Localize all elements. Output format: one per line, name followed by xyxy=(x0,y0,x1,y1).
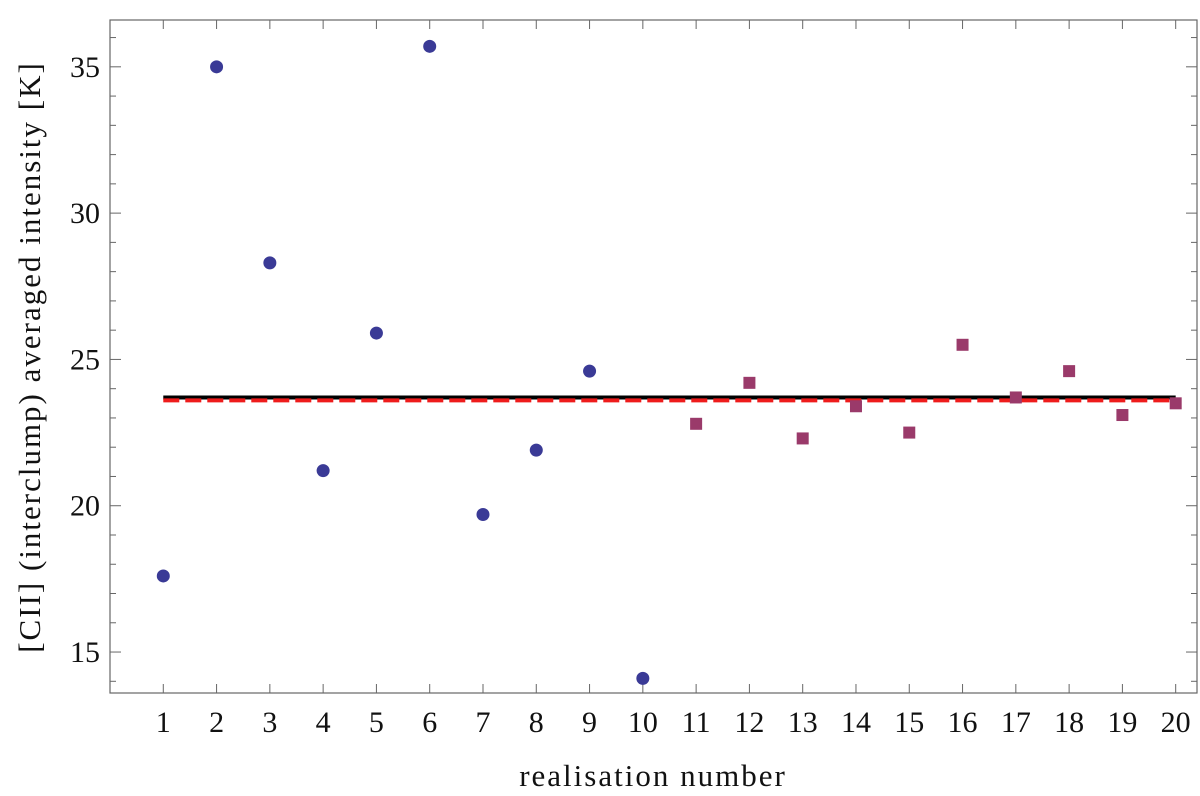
x-tick-label: 4 xyxy=(316,706,331,739)
reference-lines xyxy=(163,395,1176,403)
axis-ticks xyxy=(110,20,1197,693)
x-tick-label: 11 xyxy=(682,706,711,739)
y-tick-label: 25 xyxy=(70,343,100,376)
data-point-square xyxy=(1063,365,1076,378)
plot-frame xyxy=(109,19,1198,694)
x-tick-label: 1 xyxy=(156,706,171,739)
x-tick-label: 16 xyxy=(948,706,978,739)
x-tick-label: 13 xyxy=(788,706,818,739)
y-axis-title: [CII] (interclump) averaged intensity [K… xyxy=(12,61,47,653)
x-tick-label: 2 xyxy=(209,706,224,739)
x-tick-label: 9 xyxy=(582,706,597,739)
y-tick-label: 15 xyxy=(70,636,100,669)
x-tick-label: 18 xyxy=(1054,706,1084,739)
x-tick-label: 7 xyxy=(475,706,490,739)
data-point-circle xyxy=(369,326,383,340)
data-point-square xyxy=(1169,397,1182,410)
data-point-circle xyxy=(210,60,224,74)
data-point-square xyxy=(1116,409,1129,422)
data-point-circle xyxy=(423,39,437,53)
data-point-circle xyxy=(583,364,597,378)
data-point-circle xyxy=(529,443,543,457)
data-point-circle xyxy=(636,671,650,685)
data-point-square xyxy=(903,426,916,439)
x-tick-label: 17 xyxy=(1001,706,1031,739)
data-point-circle xyxy=(263,256,277,270)
data-point-square xyxy=(743,376,756,389)
data-point-square xyxy=(796,432,809,445)
data-point-square xyxy=(849,400,862,413)
x-tick-label: 5 xyxy=(369,706,384,739)
data-point-circle xyxy=(316,464,330,478)
x-tick-label: 15 xyxy=(894,706,924,739)
x-tick-label: 8 xyxy=(529,706,544,739)
data-point-square xyxy=(956,338,969,351)
y-tick-label: 35 xyxy=(70,51,100,84)
data-point-circle xyxy=(476,508,490,522)
x-tick-label: 6 xyxy=(422,706,437,739)
y-tick-label: 30 xyxy=(70,197,100,230)
data-point-circle xyxy=(156,569,170,583)
x-tick-label: 3 xyxy=(262,706,277,739)
y-tick-label: 20 xyxy=(70,490,100,523)
data-point-square xyxy=(690,417,703,430)
tick-labels: 1 2 3 4 5 6 7 8 9 10 11 12 13 14 15 16 17 18 19 20152025303… xyxy=(70,51,1191,739)
data-point-square xyxy=(1009,391,1022,404)
x-tick-label: 20 xyxy=(1161,706,1191,739)
x-axis-title: realisation number xyxy=(519,758,787,793)
data-points xyxy=(156,39,1182,685)
x-tick-label: 14 xyxy=(841,706,871,739)
x-tick-label: 19 xyxy=(1107,706,1137,739)
x-tick-label: 10 xyxy=(628,706,658,739)
x-tick-label: 12 xyxy=(734,706,764,739)
